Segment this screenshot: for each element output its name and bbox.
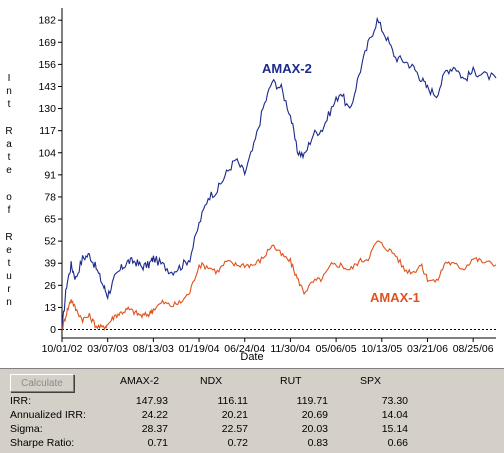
stats-cell: 15.14: [358, 423, 408, 435]
x-axis-label: Date: [0, 351, 504, 363]
stats-cell: 0.71: [118, 437, 168, 449]
series-line-amax-1: [62, 241, 496, 330]
series-annotation: AMAX-1: [370, 290, 420, 305]
stats-column-header: RUT: [280, 375, 302, 387]
y-tick-label: 0: [50, 324, 56, 336]
stats-cell: 20.03: [278, 423, 328, 435]
series-annotation: AMAX-2: [262, 61, 312, 76]
y-tick-label: 52: [44, 236, 56, 248]
y-tick-label: 169: [38, 37, 56, 49]
y-tick-label: 39: [44, 258, 56, 270]
stats-panel: Calculate AMAX-2 NDX RUT SPX IRR: 147.93 116.1…: [0, 368, 504, 453]
stats-column-header: AMAX-2: [120, 375, 159, 387]
stats-cell: 119.71: [278, 395, 328, 407]
stats-row-label: Sharpe Ratio:: [10, 437, 74, 449]
y-tick-label: 104: [38, 147, 56, 159]
stats-column-header: NDX: [200, 375, 222, 387]
stats-row-label: Annualized IRR:: [10, 409, 86, 421]
stats-row-label: Sigma:: [10, 423, 43, 435]
stats-cell: 22.57: [198, 423, 248, 435]
stats-cell: 28.37: [118, 423, 168, 435]
stats-cell: 20.69: [278, 409, 328, 421]
y-tick-label: 78: [44, 191, 56, 203]
stats-column-header: SPX: [360, 375, 381, 387]
calculate-button[interactable]: Calculate: [10, 374, 74, 392]
y-tick-label: 91: [44, 169, 56, 181]
irr-line-chart: 18216915614313011710491786552392613010/0…: [0, 0, 504, 368]
stats-cell: 20.21: [198, 409, 248, 421]
y-tick-label: 156: [38, 59, 56, 71]
y-tick-label: 26: [44, 280, 56, 292]
y-tick-label: 13: [44, 302, 56, 314]
stats-cell: 24.22: [118, 409, 168, 421]
stats-cell: 147.93: [118, 395, 168, 407]
stats-cell: 14.04: [358, 409, 408, 421]
stats-cell: 0.66: [358, 437, 408, 449]
y-tick-label: 130: [38, 103, 56, 115]
stats-cell: 73.30: [358, 395, 408, 407]
stats-cell: 0.83: [278, 437, 328, 449]
y-tick-label: 182: [38, 15, 56, 27]
stats-cell: 0.72: [198, 437, 248, 449]
y-tick-label: 117: [39, 125, 56, 137]
y-tick-label: 143: [38, 81, 56, 93]
stats-row-label: IRR:: [10, 395, 31, 407]
y-tick-label: 65: [44, 214, 56, 226]
stats-cell: 116.11: [198, 395, 248, 407]
